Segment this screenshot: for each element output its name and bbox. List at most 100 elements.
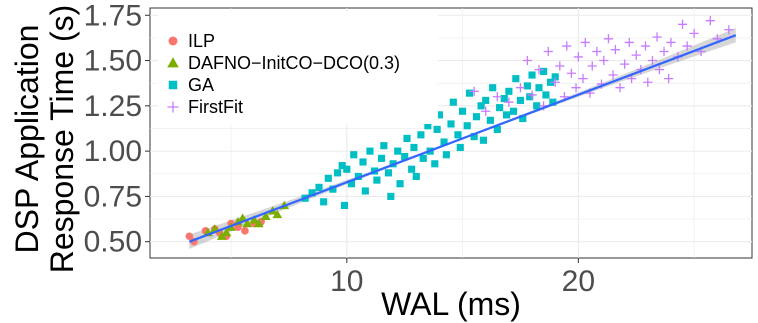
data-point [599,55,609,66]
data-point [459,107,467,115]
data-point [566,68,577,78]
data-point [551,73,559,81]
data-point [361,187,369,195]
data-point [486,116,494,124]
data-point [580,37,590,48]
y-tick-label: 1.75 [84,0,142,32]
data-point [396,180,404,188]
data-point [242,218,253,228]
data-point [555,61,565,71]
data-point [380,142,388,150]
data-point [324,174,332,182]
data-point [562,41,572,51]
data-point [677,19,688,29]
data-point [534,64,544,75]
data-point [354,172,362,181]
data-point [403,134,411,143]
data-point [241,227,249,235]
data-point [366,147,374,155]
legend-box [158,12,438,124]
legend-label: GA [188,75,214,95]
data-point [608,70,618,80]
data-point [504,97,514,107]
data-point [387,192,395,200]
data-point [479,136,487,144]
data-point [533,102,541,110]
data-point [481,106,491,116]
data-point [253,218,264,228]
data-point [573,52,583,62]
data-point [216,231,227,240]
data-point [542,91,550,99]
data-point [419,154,427,162]
data-point [522,55,533,66]
data-point [493,125,501,133]
data-point [664,74,674,84]
data-point [394,147,402,155]
data-point [571,83,581,93]
legend-key [168,36,178,46]
data-point [512,75,520,83]
data-point [620,59,630,69]
data-point [442,151,450,159]
data-point [431,160,439,168]
y-tick-label: 0.75 [84,180,142,213]
data-point [412,172,420,181]
data-point [221,227,232,237]
data-point [689,28,699,38]
data-point [654,64,665,75]
data-point [472,113,481,121]
data-point [408,165,416,173]
data-point [482,96,490,104]
data-point [384,169,393,177]
data-point [543,46,553,57]
data-point [338,162,346,170]
data-point [377,154,386,162]
y-axis-ticks: 0.50 0.75 1.00 1.25 1.50 1.75 [84,0,150,259]
data-point [454,131,462,139]
data-point [615,83,625,93]
data-point [647,55,658,66]
data-point [249,215,260,224]
regression-line [188,34,737,243]
data-point [500,95,508,103]
data-point [603,34,614,44]
data-point [465,89,474,97]
trend-line [188,34,737,243]
data-point [333,169,342,177]
data-point [347,180,356,188]
data-point [424,122,432,130]
data-point [631,50,641,60]
y-tick-label: 1.25 [84,90,142,123]
data-point [340,201,349,210]
data-point [343,165,351,173]
data-point [456,143,464,152]
data-point [519,114,527,123]
data-point [433,125,441,133]
data-point [440,138,448,146]
data-point [272,209,283,219]
data-point [527,90,537,100]
data-point [610,45,621,55]
data-point [549,98,557,106]
data-point [185,232,194,241]
data-point [643,77,653,87]
data-point [578,74,588,84]
y-axis-title-line-1: DSP Application [9,25,45,254]
data-point [447,120,455,128]
legend-key [168,80,178,90]
data-point [308,189,316,197]
data-point [516,96,525,104]
legend-label: DAFNO−InitCO−DCO(0.3) [188,53,400,73]
data-point [550,77,560,87]
data-point [329,185,337,193]
data-point [587,61,597,71]
data-point [652,32,662,42]
y-tick-label: 0.50 [84,226,142,259]
legend-label: FirstFit [188,97,243,117]
data-point [315,183,323,191]
data-point [592,46,602,57]
x-tick-label: 10 [330,265,363,298]
